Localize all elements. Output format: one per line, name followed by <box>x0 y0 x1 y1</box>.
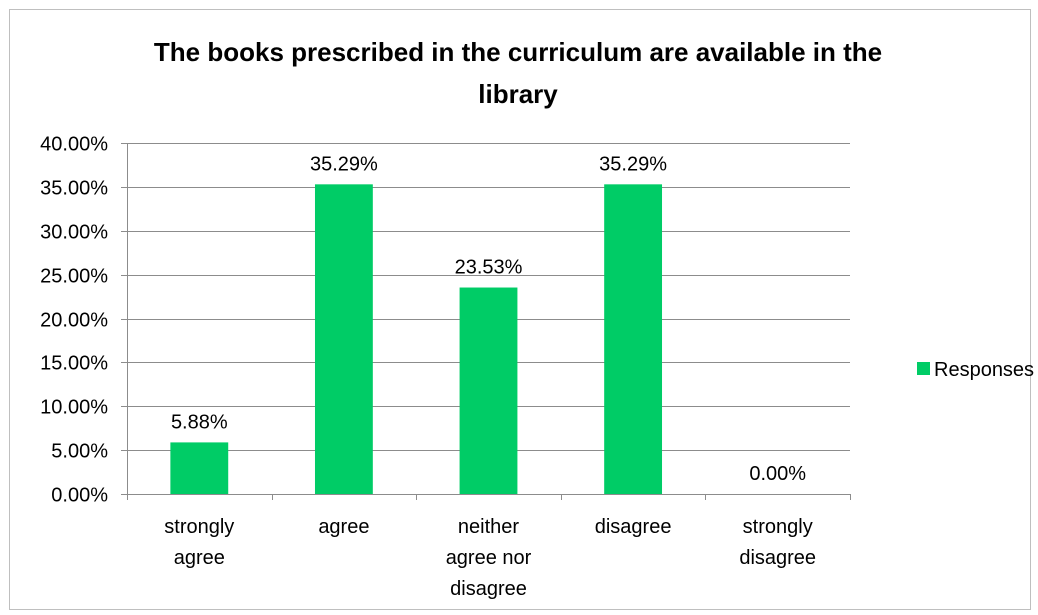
chart-title: The books prescribed in the curriculum a… <box>154 37 882 109</box>
data-label: 0.00% <box>749 463 806 485</box>
y-tick-label: 25.00% <box>40 266 108 288</box>
chart-title-line-2: library <box>478 79 558 109</box>
legend-swatch-responses <box>917 362 930 375</box>
gridlines <box>127 143 850 451</box>
y-tick-label: 5.00% <box>51 441 108 463</box>
y-tick-label: 15.00% <box>40 353 108 375</box>
bar <box>459 287 518 494</box>
y-tick-label: 10.00% <box>40 397 108 419</box>
y-axis-tick-labels: 0.00% 5.00% 10.00% 15.00% 20.00% 25.00% 30.00%… <box>40 134 127 507</box>
chart-title-line-1: The books prescribed in the curriculum a… <box>154 37 882 67</box>
x-category-label: agree <box>174 547 225 569</box>
bar <box>170 442 229 494</box>
chart-frame <box>9 9 1031 610</box>
x-category-label: disagree <box>450 578 527 600</box>
y-tick-label: 0.00% <box>51 485 108 507</box>
bars <box>170 184 663 494</box>
data-label: 35.29% <box>310 153 378 175</box>
bar <box>604 184 663 494</box>
x-category-label: agree <box>318 516 369 538</box>
x-category-label: strongly <box>743 516 813 538</box>
data-label: 5.88% <box>171 411 228 433</box>
legend: Responses <box>917 359 1034 381</box>
x-category-label: neither <box>458 516 519 538</box>
x-category-label: disagree <box>595 516 672 538</box>
data-labels: 5.88% 35.29% 23.53% 35.29% 0.00% <box>171 153 806 485</box>
y-tick-label: 35.00% <box>40 178 108 200</box>
data-label: 35.29% <box>599 153 667 175</box>
y-tick-label: 40.00% <box>40 134 108 156</box>
x-axis <box>127 143 851 500</box>
x-axis-category-labels: strongly agree agree neither agree nor disagr… <box>164 516 816 600</box>
y-tick-label: 20.00% <box>40 310 108 332</box>
x-category-label: agree nor <box>446 547 532 569</box>
data-label: 23.53% <box>455 257 523 279</box>
x-category-label: strongly <box>164 516 234 538</box>
y-tick-label: 30.00% <box>40 222 108 244</box>
bar <box>314 184 373 494</box>
legend-label-responses: Responses <box>934 359 1034 381</box>
x-category-label: disagree <box>739 547 816 569</box>
